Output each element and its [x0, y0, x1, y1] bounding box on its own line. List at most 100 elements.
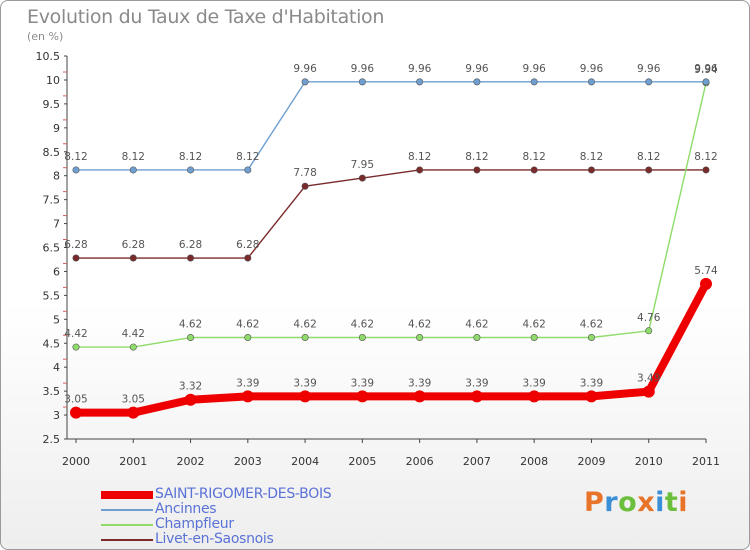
data-label: 4.62 — [465, 319, 488, 331]
y-tick-label: 7.5 — [43, 194, 61, 207]
data-point — [587, 334, 595, 342]
x-tick-label: 2001 — [119, 455, 147, 468]
y-tick-label: 5.5 — [43, 289, 61, 302]
data-label: 6.28 — [64, 239, 87, 251]
data-point — [187, 166, 195, 174]
data-label: 9.96 — [408, 63, 432, 75]
data-label: 3.32 — [179, 381, 202, 393]
data-point — [642, 385, 655, 398]
x-tick-label: 2000 — [62, 455, 90, 468]
data-point — [645, 166, 653, 174]
data-point — [241, 390, 254, 403]
data-point — [587, 166, 595, 174]
legend: SAINT-RIGOMER-DES-BOIS Ancinnes Champfleur… — [101, 486, 401, 547]
data-point — [129, 343, 137, 351]
series-layer — [70, 78, 712, 419]
legend-swatch — [101, 509, 153, 511]
data-point — [645, 327, 653, 335]
data-point — [470, 390, 483, 403]
data-point — [70, 406, 82, 419]
data-label: 9.96 — [522, 63, 546, 75]
y-tick-label: 9 — [53, 122, 60, 135]
x-tick-label: 2002 — [177, 455, 205, 468]
logo-letter: t — [664, 487, 679, 518]
series-champfleur — [72, 79, 710, 351]
data-label: 4.76 — [637, 312, 661, 324]
data-label: 9.96 — [694, 63, 718, 75]
data-point — [473, 334, 481, 342]
y-tick-label: 6 — [53, 265, 60, 278]
data-point — [585, 390, 598, 403]
data-label: 4.62 — [351, 319, 374, 331]
data-point — [72, 166, 80, 174]
series-line — [75, 81, 707, 171]
data-label: 8.12 — [408, 151, 431, 163]
data-label: 4.62 — [293, 319, 316, 331]
x-tick-label: 2010 — [635, 455, 663, 468]
data-point — [416, 78, 424, 86]
x-tick-label: 2009 — [577, 455, 605, 468]
x-tick-label: 2011 — [692, 455, 720, 468]
data-point — [473, 78, 481, 86]
legend-label: Champfleur — [155, 516, 234, 532]
logo-letter: i — [655, 487, 665, 518]
data-label: 3.39 — [351, 377, 374, 389]
proxiti-logo: Proxiti — [584, 487, 688, 518]
data-label: 9.96 — [293, 63, 317, 75]
series-line — [75, 82, 707, 348]
data-label: 4.42 — [64, 328, 87, 340]
data-label: 8.12 — [637, 151, 660, 163]
data-label: 6.28 — [179, 239, 202, 251]
y-tick-label: 4 — [53, 361, 60, 374]
data-label: 9.96 — [580, 63, 604, 75]
x-tick-label: 2003 — [234, 455, 262, 468]
logo-letter: o — [618, 487, 638, 518]
series-saint-rigomer-des-bois — [70, 277, 712, 419]
data-label: 8.12 — [64, 151, 87, 163]
data-point — [530, 78, 538, 86]
data-point — [301, 182, 309, 190]
logo-letter: r — [604, 487, 619, 518]
data-label: 4.42 — [122, 328, 145, 340]
legend-item: Livet-en-Saosnois — [101, 531, 401, 547]
data-label: 4.62 — [522, 319, 545, 331]
data-label: 3.39 — [465, 377, 488, 389]
x-tick-label: 2005 — [348, 455, 376, 468]
data-point — [301, 78, 309, 86]
data-point — [416, 166, 424, 174]
legend-swatch — [101, 491, 153, 499]
data-point — [530, 334, 538, 342]
x-tick-label: 2008 — [520, 455, 548, 468]
y-tick-label: 10.5 — [36, 50, 61, 63]
data-point — [244, 166, 252, 174]
data-point — [473, 166, 481, 174]
data-label: 7.95 — [351, 159, 374, 171]
data-label: 9.96 — [351, 63, 375, 75]
data-point — [587, 78, 595, 86]
data-point — [244, 334, 252, 342]
y-tick-label: 8.5 — [43, 146, 61, 159]
data-point — [700, 277, 712, 290]
legend-item: SAINT-RIGOMER-DES-BOIS — [101, 486, 401, 502]
data-point — [645, 78, 653, 86]
data-point — [127, 406, 140, 419]
logo-letter: P — [584, 487, 605, 518]
data-label: 6.28 — [122, 239, 145, 251]
legend-label: Ancinnes — [155, 501, 217, 517]
data-point — [301, 334, 309, 342]
y-tick-label: 8 — [53, 170, 60, 183]
data-label: 6.28 — [236, 239, 259, 251]
legend-swatch — [101, 524, 153, 526]
logo-letter: x — [637, 487, 656, 518]
x-tick-label: 2004 — [291, 455, 319, 468]
y-tick-label: 10 — [46, 74, 60, 87]
x-tick-label: 2006 — [406, 455, 434, 468]
data-point — [356, 390, 369, 403]
data-label: 4.62 — [408, 319, 431, 331]
data-label: 8.12 — [694, 151, 717, 163]
chart-unit: (en %) — [27, 30, 64, 43]
y-tick-label: 2.5 — [43, 433, 61, 446]
data-point — [530, 166, 538, 174]
